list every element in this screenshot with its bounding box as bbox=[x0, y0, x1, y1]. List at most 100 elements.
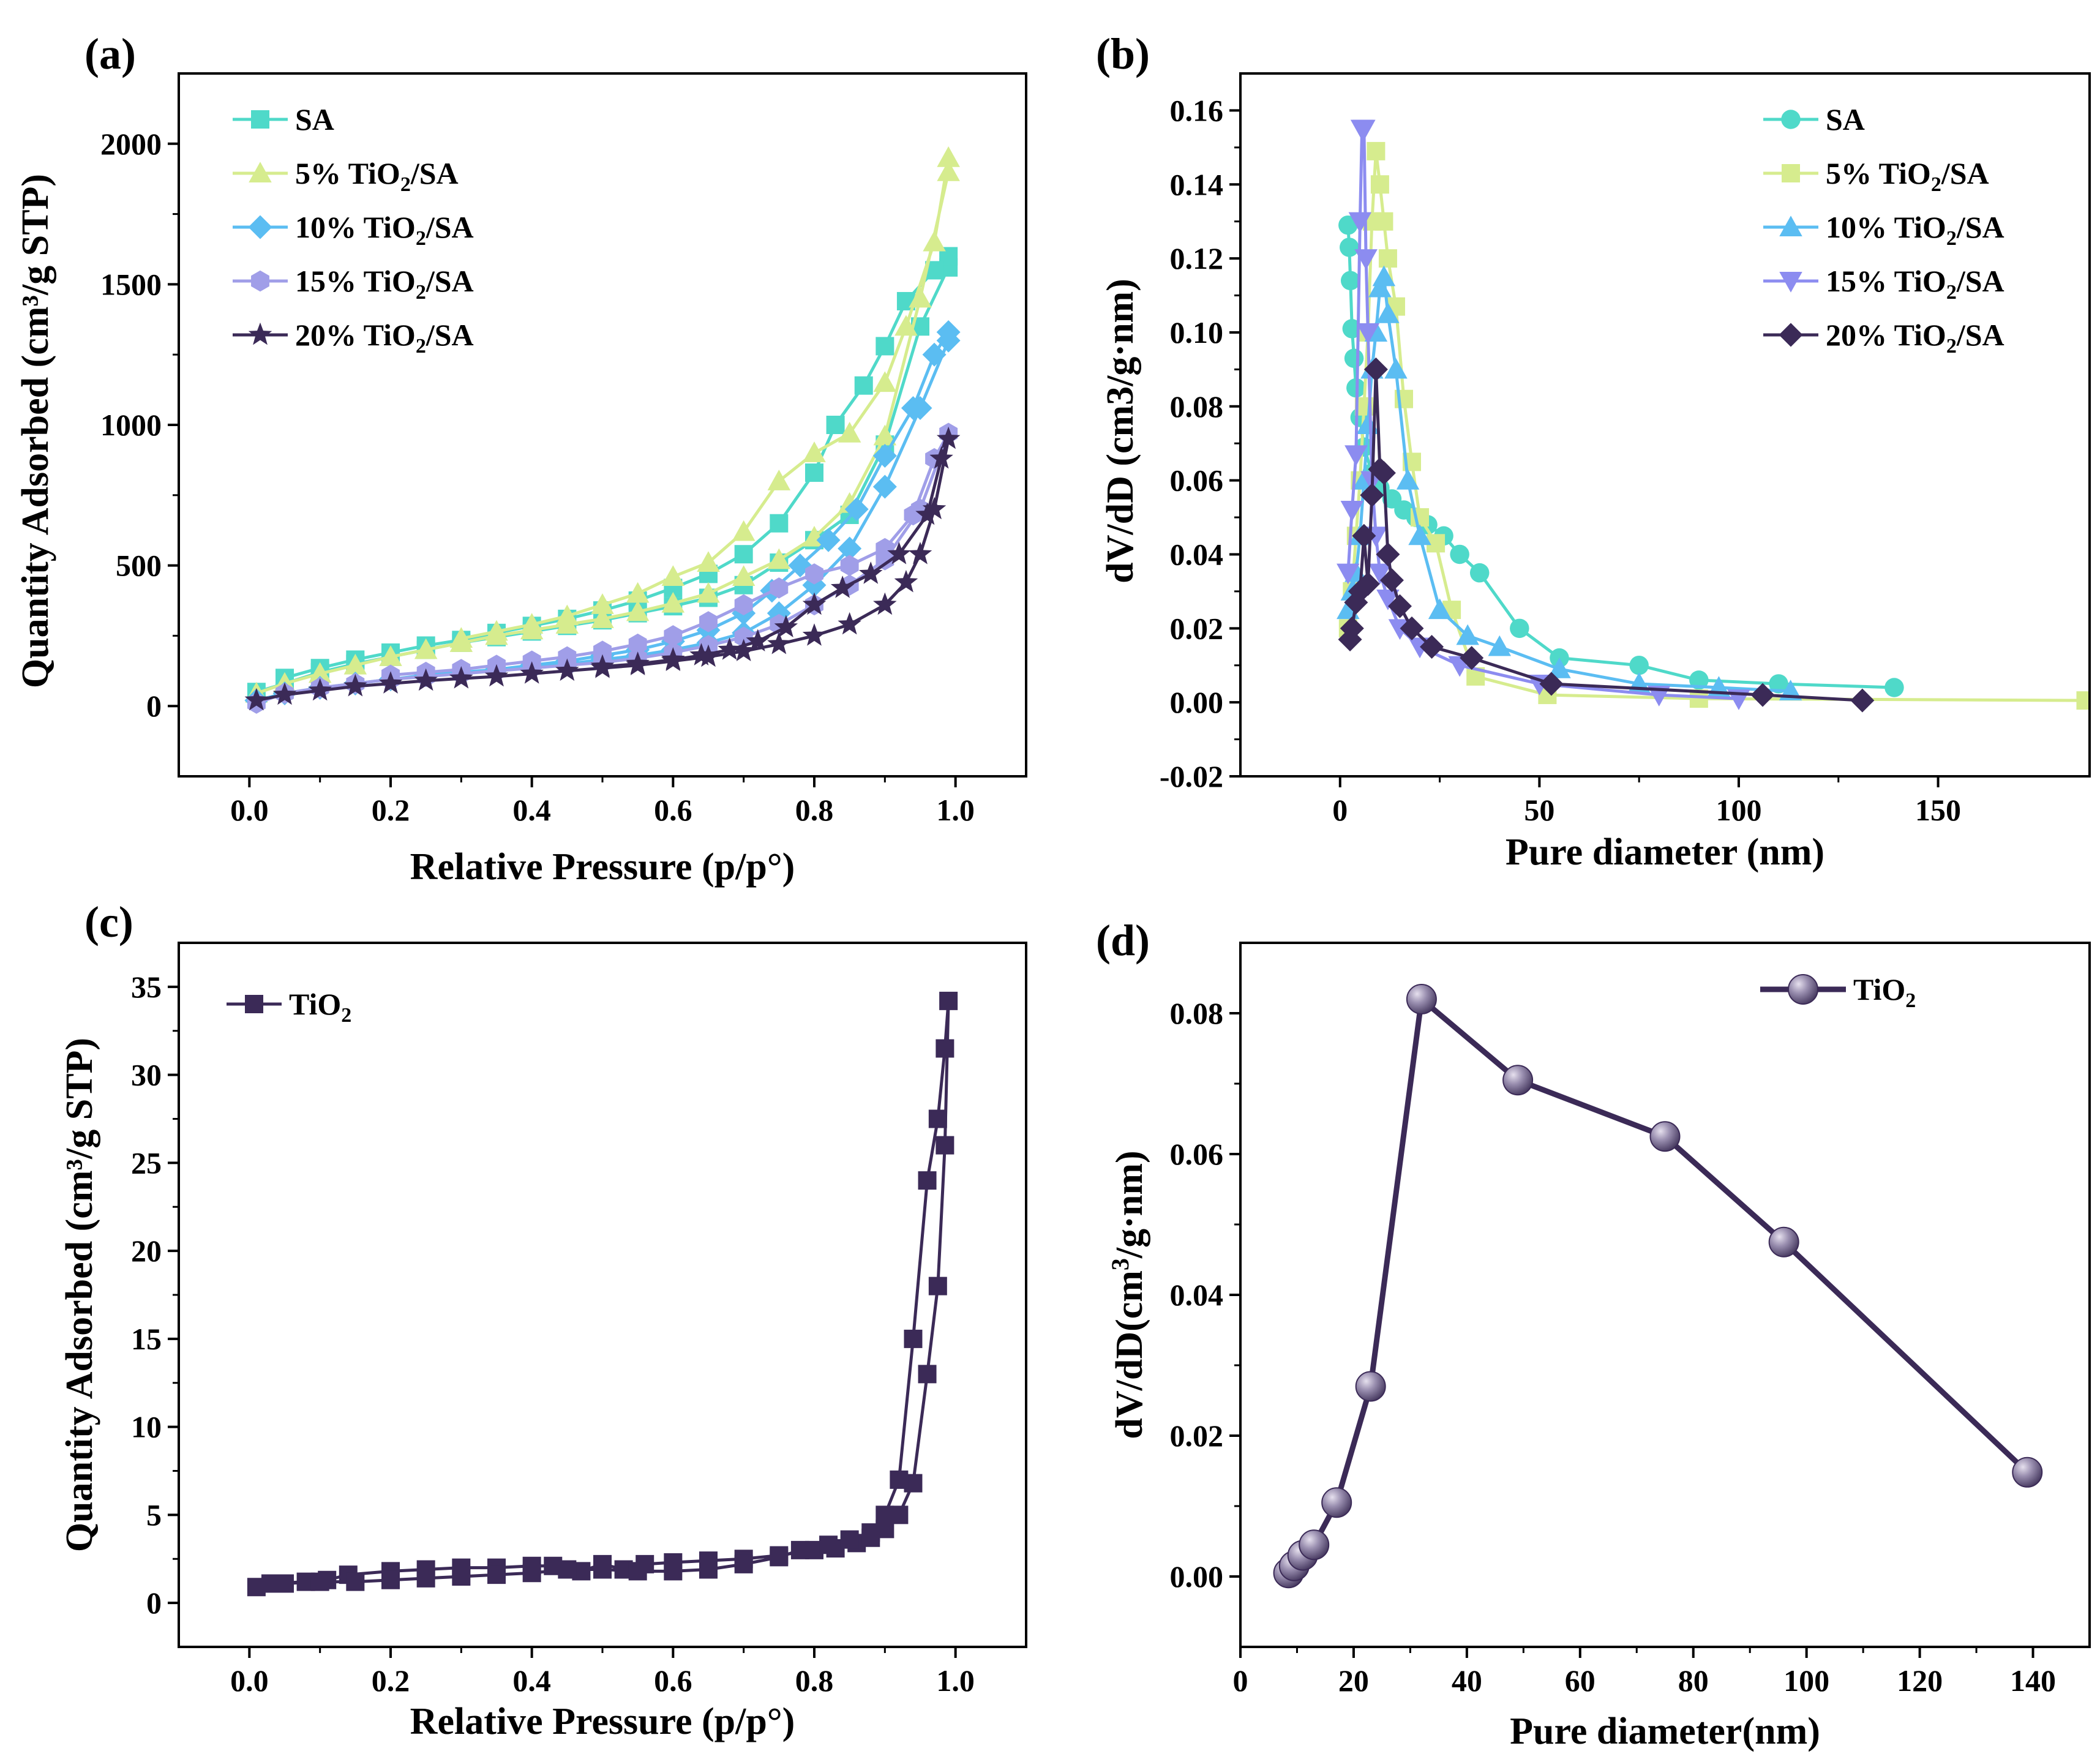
y-axis-title: Quantity Adsorbed (cm³/g STP) bbox=[59, 1038, 100, 1552]
data-point bbox=[1368, 276, 1392, 298]
panel-b: (b) 0 50 100 150 -0.02 0.00 0.02 0.04 0.06 0.08 0.1… bbox=[1096, 29, 2091, 873]
data-point bbox=[1379, 568, 1404, 593]
data-point bbox=[1420, 635, 1444, 659]
data-point bbox=[2012, 1456, 2043, 1488]
legend-marker bbox=[248, 322, 272, 345]
data-point bbox=[767, 631, 791, 654]
x-tick-label: 1.0 bbox=[936, 1663, 975, 1698]
data-point bbox=[1340, 271, 1360, 291]
plot-frame bbox=[1239, 72, 2091, 778]
y-tick-label: 0.16 bbox=[1170, 93, 1224, 127]
data-point bbox=[1340, 500, 1364, 522]
data-point bbox=[1406, 984, 1437, 1014]
y-tick-label: 25 bbox=[131, 1145, 162, 1180]
data-point bbox=[1344, 445, 1368, 467]
data-point bbox=[1370, 175, 1389, 194]
data-point bbox=[343, 673, 367, 697]
y-tick-label: -0.02 bbox=[1160, 759, 1223, 793]
series-line bbox=[256, 999, 950, 1589]
data-point bbox=[859, 561, 883, 584]
data-point bbox=[1884, 678, 1904, 697]
legend-marker bbox=[1779, 272, 1802, 293]
legend-label: 5% TiO2/SA bbox=[295, 156, 459, 196]
data-point bbox=[1340, 616, 1364, 640]
data-point bbox=[626, 651, 650, 674]
data-point bbox=[840, 555, 859, 576]
data-point bbox=[661, 647, 685, 670]
data-point bbox=[591, 607, 614, 628]
data-point bbox=[904, 1329, 923, 1348]
data-point bbox=[1367, 141, 1386, 160]
data-point bbox=[876, 1505, 894, 1524]
data-point bbox=[689, 643, 713, 665]
data-point bbox=[1488, 635, 1512, 656]
panel-label: (b) bbox=[1096, 29, 1150, 78]
data-point bbox=[838, 612, 861, 635]
data-point bbox=[1450, 544, 1469, 564]
panel-label: (c) bbox=[84, 898, 133, 947]
data-point bbox=[520, 661, 544, 684]
data-point bbox=[1548, 658, 1571, 678]
data-point bbox=[861, 1523, 880, 1542]
data-point bbox=[770, 577, 789, 599]
y-axis-title: dV/dD (cm3/g·nm) bbox=[1100, 279, 1141, 583]
x-tick-label: 40 bbox=[1452, 1663, 1482, 1698]
data-point bbox=[626, 582, 650, 603]
data-point bbox=[1338, 215, 1358, 235]
data-point bbox=[487, 1565, 506, 1584]
x-tick-label: 0.4 bbox=[512, 793, 551, 827]
data-point bbox=[697, 582, 720, 603]
data-point bbox=[767, 548, 791, 569]
data-point bbox=[1850, 688, 1875, 713]
data-point bbox=[1378, 249, 1397, 268]
series-0 bbox=[1338, 215, 1904, 697]
data-point bbox=[746, 629, 770, 651]
data-point bbox=[908, 541, 932, 564]
data-point bbox=[936, 1039, 954, 1058]
y-tick-label: 0.14 bbox=[1170, 167, 1224, 201]
y-tick-label: 500 bbox=[116, 549, 162, 583]
data-point bbox=[378, 671, 403, 694]
legend-marker bbox=[1781, 110, 1801, 129]
data-point bbox=[628, 633, 647, 655]
legend-label: 20% TiO2/SA bbox=[295, 318, 474, 358]
plot-area bbox=[247, 991, 958, 1597]
data-point bbox=[1344, 348, 1364, 368]
data-point bbox=[1396, 468, 1420, 490]
legend-label: 15% TiO2/SA bbox=[295, 264, 474, 304]
legend-marker bbox=[1779, 323, 1803, 347]
data-point bbox=[734, 1554, 753, 1573]
data-point bbox=[591, 593, 614, 614]
y-tick-label: 0.06 bbox=[1170, 1137, 1224, 1171]
plot-area bbox=[1273, 984, 2043, 1589]
data-point bbox=[840, 1530, 859, 1549]
y-tick-label: 0.00 bbox=[1170, 685, 1224, 719]
legend: TiO2 bbox=[227, 987, 351, 1027]
data-point bbox=[830, 575, 855, 598]
y-tick-label: 0 bbox=[146, 689, 162, 723]
data-point bbox=[803, 441, 826, 462]
data-point bbox=[1374, 212, 1393, 231]
data-point bbox=[922, 497, 947, 520]
data-point bbox=[699, 1560, 718, 1579]
y-tick-label: 10 bbox=[131, 1410, 162, 1444]
legend-label: 10% TiO2/SA bbox=[1826, 210, 2004, 250]
data-point bbox=[1354, 249, 1378, 270]
data-point bbox=[805, 463, 823, 482]
x-axis-title: Relative Pressure (p/p°) bbox=[410, 846, 795, 888]
data-point bbox=[844, 497, 869, 522]
data-point bbox=[928, 1277, 947, 1295]
data-point bbox=[699, 611, 718, 632]
data-point bbox=[936, 320, 961, 344]
legend-label: TiO2 bbox=[289, 987, 351, 1027]
legend-label: TiO2 bbox=[1853, 972, 1916, 1012]
y-tick-label: 20 bbox=[131, 1234, 162, 1268]
data-point bbox=[774, 615, 798, 638]
legend-marker bbox=[245, 995, 263, 1013]
series-0 bbox=[247, 247, 958, 702]
data-point bbox=[558, 646, 577, 668]
data-point bbox=[767, 470, 791, 490]
data-point bbox=[790, 1540, 809, 1559]
data-point bbox=[929, 446, 953, 469]
data-point bbox=[922, 342, 947, 367]
